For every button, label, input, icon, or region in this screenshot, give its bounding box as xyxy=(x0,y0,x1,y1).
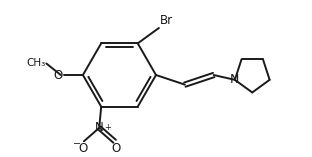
Text: O: O xyxy=(111,142,120,155)
Text: N: N xyxy=(230,73,240,86)
Text: CH₃: CH₃ xyxy=(26,57,45,68)
Text: −: − xyxy=(73,139,81,149)
Text: +: + xyxy=(104,123,111,132)
Text: N: N xyxy=(95,121,104,134)
Text: O: O xyxy=(78,142,88,155)
Text: Br: Br xyxy=(160,14,173,27)
Text: O: O xyxy=(53,68,63,81)
